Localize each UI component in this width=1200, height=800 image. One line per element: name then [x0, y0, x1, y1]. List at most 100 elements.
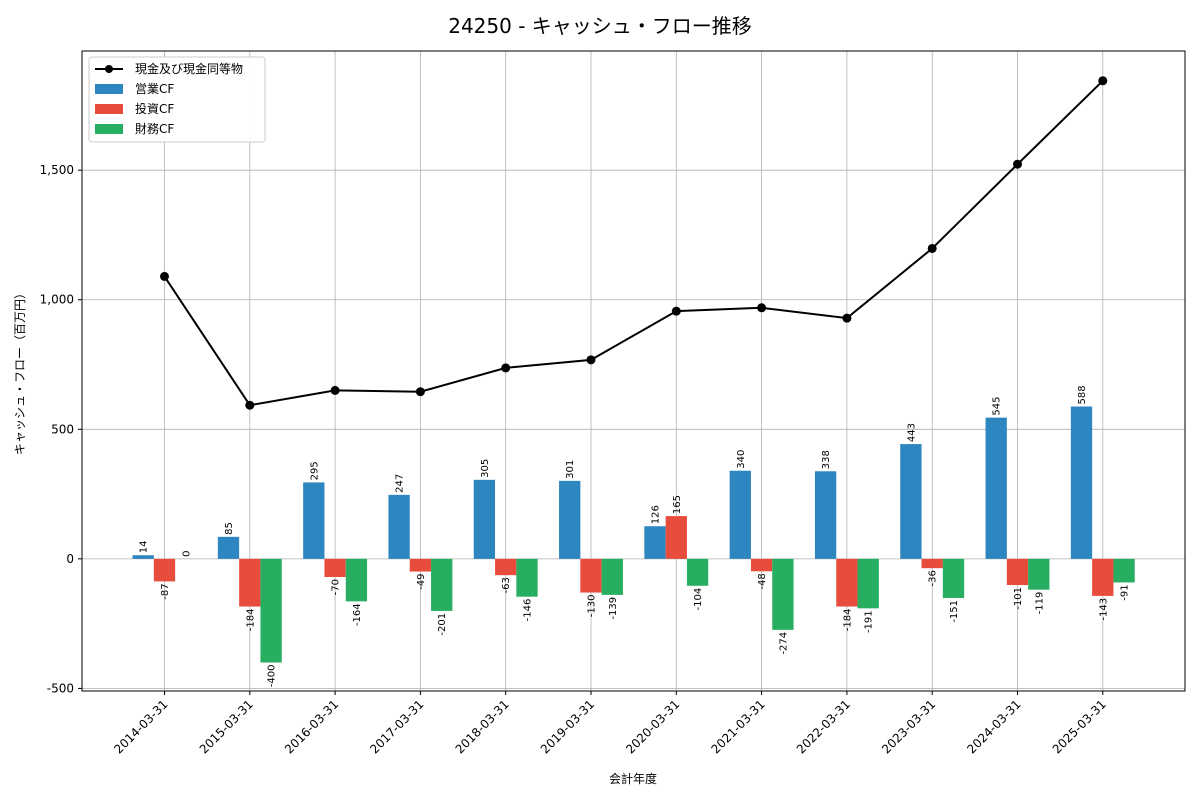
bar-value-label: 338	[821, 450, 832, 469]
bar-value-label: -70	[331, 579, 342, 595]
bar-3	[260, 558, 282, 663]
bar-value-label: -36	[928, 570, 939, 586]
bar-value-label: 14	[139, 540, 150, 553]
bar-value-label: -63	[501, 577, 512, 593]
bar-2	[750, 558, 773, 572]
x-tick-label: 2021-03-31	[709, 697, 768, 756]
y-tick-label: 0	[66, 552, 74, 566]
bar-value-label: 305	[480, 459, 491, 478]
bar-3	[942, 558, 965, 598]
bar-value-label: 545	[992, 397, 1003, 416]
bar-2	[1092, 558, 1114, 596]
legend-swatch	[95, 84, 123, 94]
bar-3	[686, 558, 709, 586]
plot-frame	[81, 50, 1186, 692]
legend-entry: 現金及び現金同等物	[135, 61, 243, 76]
bar-1	[729, 470, 751, 559]
bar-value-label: -49	[416, 574, 427, 590]
y-axis-ticks: -500 0 500 1,000 1,500	[40, 163, 82, 695]
bar-3	[857, 558, 879, 609]
bars: 14 85 295 247 305 301 126 340 338 443 545 588 -87 -18…	[132, 385, 1135, 687]
cash-point	[757, 303, 767, 313]
cash-point	[501, 363, 511, 373]
bar-1	[132, 555, 154, 559]
bar-value-label: 126	[651, 505, 662, 524]
cash-point	[160, 271, 169, 281]
cash-point	[586, 355, 596, 365]
bar-2	[665, 516, 687, 559]
cash-point	[330, 385, 340, 395]
bar-2	[921, 558, 943, 569]
bar-2	[324, 558, 346, 577]
bar-value-label: 340	[736, 450, 747, 469]
x-tick-label: 2018-03-31	[453, 697, 512, 756]
x-tick-label: 2016-03-31	[282, 697, 341, 756]
bar-value-label: -400	[267, 664, 278, 687]
bar-1	[303, 482, 325, 559]
x-tick-label: 2020-03-31	[623, 697, 682, 756]
bar-value-label: -164	[352, 603, 363, 626]
bar-3	[601, 558, 623, 595]
y-tick-label: 500	[51, 422, 74, 436]
bar-value-label: -87	[160, 583, 171, 599]
x-tick-label: 2017-03-31	[367, 697, 426, 756]
bar-value-label: 295	[309, 461, 320, 480]
legend-box	[88, 56, 266, 143]
bar-value-label: 443	[906, 423, 917, 442]
cash-point	[1098, 76, 1108, 86]
legend-point-marker	[105, 65, 113, 73]
x-tick-label: 2023-03-31	[879, 697, 938, 756]
legend-entry: 財務CF	[135, 121, 174, 136]
bar-value-label: 0	[181, 550, 192, 556]
bar-1	[388, 494, 410, 559]
bar-3	[345, 558, 368, 602]
bar-1	[473, 479, 496, 559]
bar-value-label: -119	[1034, 592, 1045, 615]
bar-value-label: -191	[864, 610, 875, 633]
x-tick-label: 2019-03-31	[538, 697, 597, 756]
bar-2	[580, 558, 602, 593]
bar-1	[559, 480, 581, 559]
bar-2	[409, 558, 432, 572]
bar-value-label: 247	[395, 474, 406, 493]
bar-3	[431, 558, 453, 611]
y-axis-label: キャッシュ・フロー（百万円）	[13, 287, 27, 455]
y-tick-label: 1,500	[40, 163, 74, 177]
bar-3	[1028, 558, 1050, 590]
bar-value-label: -104	[693, 588, 704, 611]
bar-1	[900, 444, 922, 559]
cash-line	[160, 76, 1108, 410]
x-axis-label: 会計年度	[609, 771, 657, 786]
chart-title: 24250 - キャッシュ・フロー推移	[448, 14, 752, 38]
x-tick-label: 2015-03-31	[197, 697, 256, 756]
bar-1	[985, 417, 1007, 559]
bar-value-label: -48	[757, 573, 768, 589]
bar-value-label: -143	[1098, 598, 1109, 621]
bar-1	[1070, 406, 1093, 559]
bar-1	[814, 471, 837, 559]
bar-3	[1113, 558, 1135, 583]
legend-swatch	[95, 124, 123, 134]
bar-value-label: 85	[224, 522, 235, 535]
x-tick-label: 2025-03-31	[1050, 697, 1109, 756]
x-axis-ticks: 2014-03-31 2015-03-31 2016-03-31 2017-03-31…	[111, 691, 1109, 756]
bar-3	[772, 558, 794, 630]
bar-2	[836, 558, 858, 607]
bar-2	[153, 558, 176, 582]
bar-2	[239, 558, 261, 607]
bar-value-label: -139	[608, 597, 619, 620]
legend-entry: 営業CF	[135, 82, 174, 96]
bar-value-label: -146	[523, 599, 534, 622]
y-tick-label: -500	[47, 681, 74, 695]
bar-2	[495, 558, 517, 576]
bar-3	[516, 558, 538, 597]
bar-value-label: -274	[778, 632, 789, 655]
cash-point	[842, 313, 852, 323]
bar-value-label: 165	[672, 495, 683, 514]
bar-1	[644, 526, 666, 559]
bar-value-label: -201	[437, 613, 448, 636]
cash-point	[1013, 159, 1022, 169]
cash-point	[245, 400, 255, 410]
bar-value-label: -130	[587, 595, 598, 618]
